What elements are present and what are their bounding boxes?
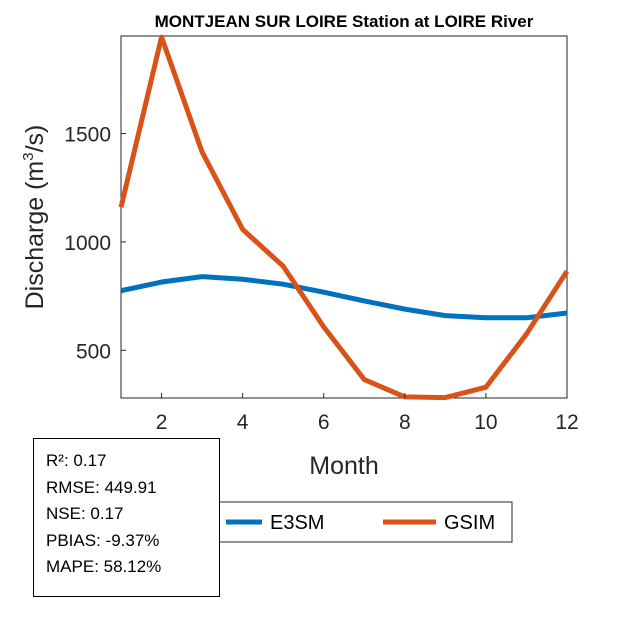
legend-label-gsim: GSIM (444, 512, 495, 534)
metric-r2-label: R² (46, 451, 64, 470)
metric-r2: R²: 0.17 (46, 451, 107, 470)
legend: E3SM GSIM (217, 501, 513, 543)
chart-title: MONTJEAN SUR LOIRE Station at LOIRE Rive… (155, 12, 534, 31)
metric-nse-value: 0.17 (90, 504, 124, 523)
y-axis-title-main: Discharge (m (21, 161, 49, 310)
metric-pbias-label: PBIAS (46, 530, 97, 550)
metric-pbias-value: -9.37% (105, 530, 160, 550)
y-axis-title-tail: /s) (21, 125, 49, 153)
x-tick-label: 8 (399, 411, 411, 434)
x-axis-title: Month (309, 452, 378, 480)
legend-label-e3sm: E3SM (270, 512, 324, 534)
metric-r2-value: 0.17 (73, 451, 107, 470)
plot-area (120, 35, 568, 399)
x-tick-label: 10 (474, 411, 497, 434)
metric-nse-label: NSE (46, 504, 81, 523)
metric-mape-label: MAPE (46, 557, 95, 576)
x-tick-label: 6 (318, 411, 330, 434)
y-tick-label: 1500 (64, 124, 111, 147)
metric-nse: NSE: 0.17 (46, 504, 124, 523)
metric-pbias: PBIAS: -9.37% (46, 530, 160, 550)
legend-box (217, 501, 513, 543)
metric-rmse-value: 449.91 (104, 477, 157, 497)
series-line-gsim (118, 34, 570, 401)
metric-mape-value: 58.12% (103, 557, 162, 576)
y-tick-label: 1000 (64, 232, 111, 255)
metric-rmse: RMSE: 449.91 (46, 477, 157, 497)
x-tick-label: 4 (237, 411, 249, 434)
x-tick-label: 2 (156, 411, 168, 434)
y-axis-title-superscript: 3 (20, 152, 37, 160)
x-tick-label: 12 (555, 411, 578, 434)
metric-rmse-label: RMSE (46, 477, 96, 497)
metric-mape: MAPE: 58.12% (46, 557, 162, 576)
series-line-e3sm (120, 274, 568, 321)
y-tick-label: 500 (76, 340, 111, 363)
metrics-box: R²: 0.17 RMSE: 449.91 NSE: 0.17 PBIAS: -… (33, 438, 220, 597)
y-axis-title: Discharge (m3/s) (20, 125, 49, 310)
